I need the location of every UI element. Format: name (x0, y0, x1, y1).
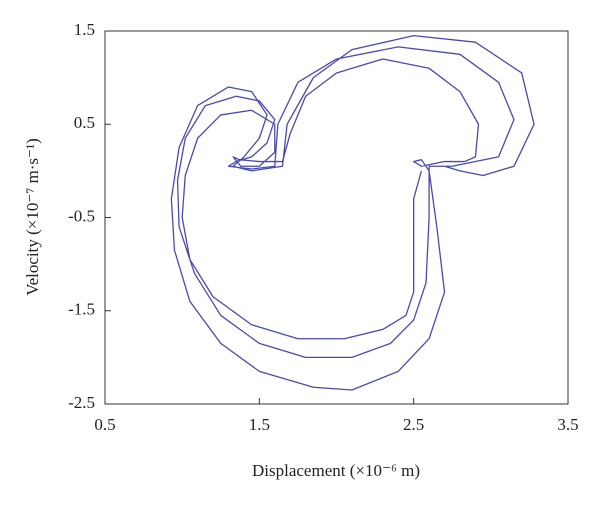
y-axis-label: Velocity (×10⁻⁷ m·s⁻¹) (23, 138, 42, 296)
y-tick-label: 1.5 (74, 20, 95, 39)
plot-frame (104, 30, 569, 405)
y-tick-label: -2.5 (68, 393, 95, 412)
y-tick-label: -0.5 (68, 206, 95, 225)
y-tick-label: -1.5 (68, 300, 95, 319)
trajectory-line (170, 35, 535, 391)
x-tick-label: 1.5 (249, 415, 270, 434)
x-tick-label: 2.5 (403, 415, 424, 434)
x-tick-label: 3.5 (557, 415, 578, 434)
x-axis-label: Displacement (×10⁻⁶ m) (252, 461, 420, 480)
y-tick-label: 0.5 (74, 113, 95, 132)
x-tick-label: 0.5 (94, 415, 115, 434)
